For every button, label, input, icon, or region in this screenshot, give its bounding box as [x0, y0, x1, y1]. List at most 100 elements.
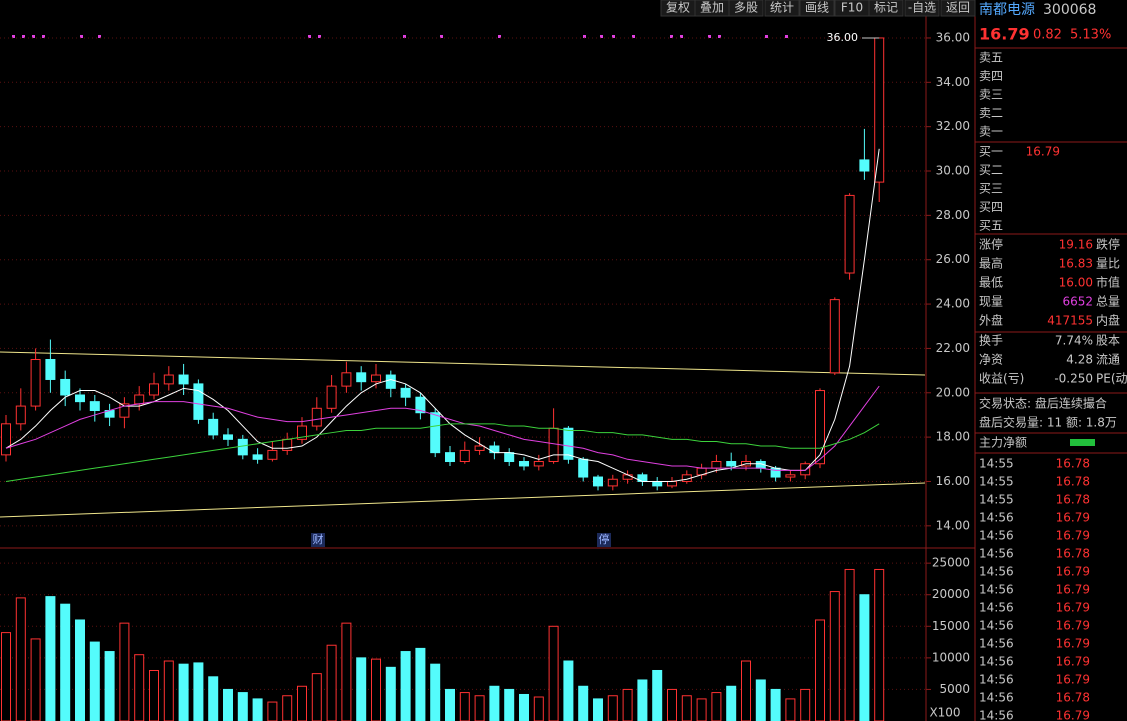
candle-body: [563, 427, 574, 460]
candle-body: [237, 438, 248, 456]
volume-bar: [75, 619, 85, 721]
volume-bar: [60, 603, 71, 721]
toolbar-button-bg[interactable]: [799, 0, 835, 17]
buy-level: 买三: [979, 182, 1003, 196]
volume-bar: [356, 657, 367, 721]
stat-value: 4.28: [1066, 353, 1093, 367]
volume-bar: [548, 625, 559, 721]
candle-body: [711, 461, 722, 469]
net-flow-bar: [1070, 439, 1095, 446]
volume-bar: [45, 596, 56, 721]
candle-body: [252, 454, 263, 460]
stat-label: 总量: [1096, 295, 1120, 309]
volume-bar: [741, 660, 751, 721]
volume-bar: [874, 568, 885, 721]
event-marker-bg: [597, 533, 611, 547]
candle-body: [445, 452, 455, 463]
candle-body: [400, 387, 411, 398]
event-marker: 停: [599, 532, 610, 546]
toolbar-button[interactable]: F10: [841, 1, 863, 15]
candle-body: [356, 372, 367, 383]
toolbar-button-bg[interactable]: [764, 0, 800, 17]
moving-average: [5, 423, 880, 482]
candle-body: [607, 478, 618, 487]
trade-time: 14:56: [979, 673, 1014, 687]
y-tick-label: 24.00: [936, 297, 970, 311]
trade-time: 14:56: [979, 691, 1014, 705]
candle-body: [578, 458, 589, 478]
volume-bar: [667, 688, 677, 721]
volume-bar: [134, 654, 145, 721]
candle-body: [45, 359, 56, 380]
toolbar-button[interactable]: 画线: [805, 1, 829, 15]
candle-body: [593, 476, 603, 487]
stat-label: 最低: [979, 276, 1003, 290]
trade-time: 14:56: [979, 583, 1014, 597]
candle-body: [341, 372, 352, 387]
candle-body: [297, 425, 307, 440]
sell-level: 卖一: [979, 125, 1003, 139]
trade-price: 16.78: [1056, 547, 1090, 561]
candle-body: [874, 37, 885, 183]
toolbar-button[interactable]: 统计: [770, 1, 794, 15]
trade-time: 14:56: [979, 565, 1014, 579]
candle-body: [504, 452, 515, 463]
volume-bar: [385, 666, 396, 721]
toolbar-button-bg[interactable]: [868, 0, 904, 17]
volume-bar: [681, 695, 692, 721]
trade-price: 16.79: [1056, 601, 1090, 615]
candle-body: [311, 407, 322, 427]
volume-bar: [237, 692, 248, 721]
volume-bar: [622, 688, 633, 721]
volume-bar: [415, 647, 426, 721]
volume-bar: [696, 698, 707, 721]
toolbar-button-bg[interactable]: [904, 0, 940, 17]
candle-body: [459, 449, 470, 463]
candle-body: [844, 194, 855, 274]
toolbar-button[interactable]: 叠加: [700, 1, 724, 15]
volume-bar: [208, 676, 219, 721]
buy-level: 买五: [979, 219, 1003, 233]
volume-bar: [282, 695, 293, 721]
stat-value: -0.250: [1054, 372, 1093, 386]
trade-price: 16.79: [1056, 565, 1090, 579]
stat-label: 股本: [1096, 334, 1120, 348]
volume-bar: [533, 696, 544, 721]
candle-body: [385, 374, 396, 389]
toolbar-button-bg[interactable]: [728, 0, 764, 17]
toolbar-button[interactable]: 返回: [946, 1, 970, 15]
volume-bar: [15, 597, 26, 721]
sell-level: 卖二: [979, 106, 1003, 120]
trade-price: 16.79: [1056, 709, 1090, 721]
signal-dots: [12, 35, 788, 38]
candle-body: [267, 449, 278, 460]
candle-body: [622, 474, 633, 480]
volume-bar: [252, 698, 263, 721]
toolbar-button[interactable]: 复权: [666, 1, 690, 15]
y-tick-label: 14.00: [936, 518, 970, 532]
volume-bar: [844, 568, 855, 721]
volume-bar: [726, 685, 737, 721]
trade-time: 14:56: [979, 637, 1014, 651]
volume-bar: [859, 594, 870, 721]
toolbar-button[interactable]: 标记: [874, 1, 898, 15]
toolbar-button-bg[interactable]: [940, 0, 976, 17]
volume-bar: [371, 658, 381, 721]
candle-body: [282, 438, 293, 451]
volume-bar: [326, 644, 337, 721]
candle-body: [474, 445, 485, 451]
volume-bar: [341, 622, 352, 721]
y-tick-label: 16.00: [936, 474, 970, 488]
y-tick-label: 34.00: [936, 75, 970, 89]
volume-bar: [30, 638, 41, 721]
candle-body: [15, 405, 26, 425]
volume-tick-label: 25000: [932, 556, 970, 570]
volume-bar: [800, 688, 811, 721]
toolbar-button[interactable]: -自选: [908, 1, 936, 15]
sell-level: 卖四: [979, 69, 1003, 83]
toolbar-button[interactable]: 多股: [734, 1, 758, 15]
candle-body: [134, 394, 145, 405]
volume-bar: [563, 660, 574, 721]
candle-body: [415, 396, 426, 414]
volume-bar: [652, 669, 663, 721]
